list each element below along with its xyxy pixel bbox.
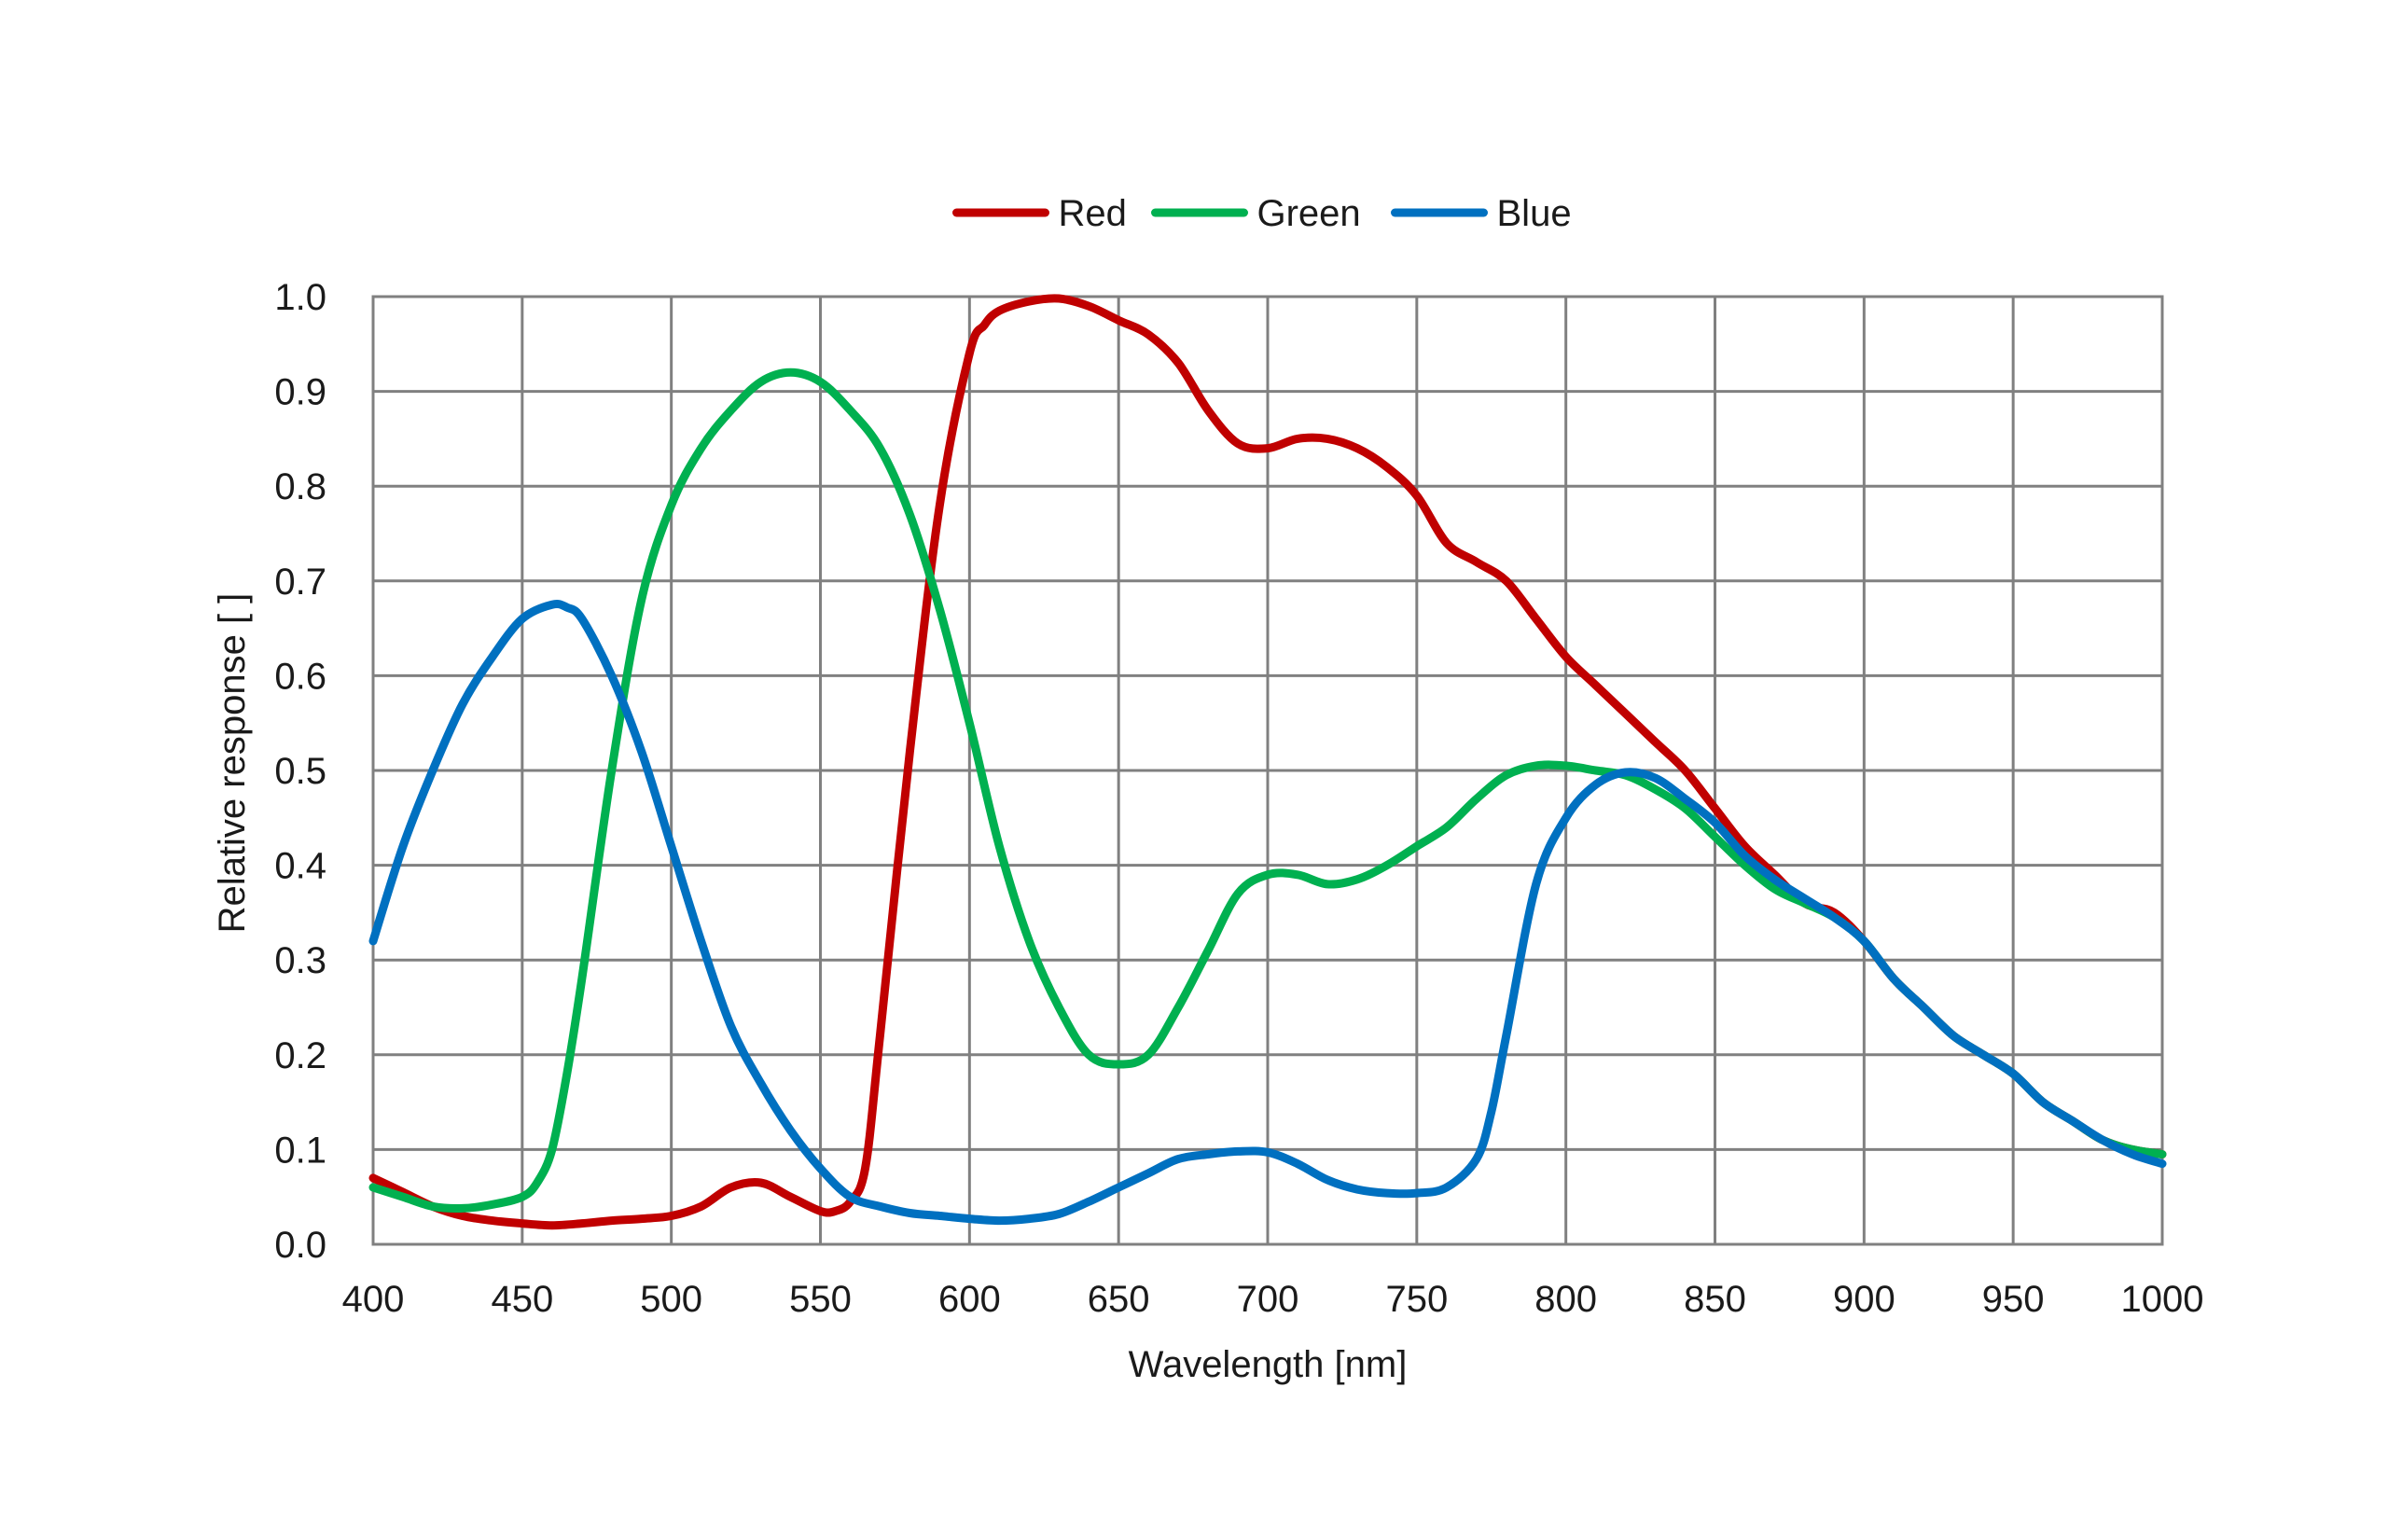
y-axis-title: Relative response [ ] [212,593,253,934]
x-tick-label: 400 [342,1279,405,1320]
x-tick-label: 450 [491,1279,553,1320]
x-tick-label: 800 [1534,1279,1597,1320]
legend-item-green: Green [1151,193,1361,234]
y-tick-label: 0.5 [274,751,326,792]
series-lines [368,294,2167,1230]
y-tick-label: 0.8 [274,466,326,507]
x-tick-label: 850 [1684,1279,1746,1320]
y-tick-label: 0.7 [274,562,326,603]
x-tick-label: 750 [1385,1279,1448,1320]
legend-item-blue: Blue [1391,193,1572,234]
x-tick-label: 1000 [2121,1279,2204,1320]
y-tick-label: 1.0 [274,277,326,318]
x-tick-label: 650 [1088,1279,1150,1320]
x-tick-label: 700 [1237,1279,1299,1320]
y-tick-label: 0.3 [274,940,326,981]
x-tick-label: 550 [789,1279,852,1320]
y-tick-label: 0.1 [274,1130,326,1171]
y-tick-label: 0.9 [274,372,326,413]
y-tick-label: 0.6 [274,656,326,697]
y-tick-label: 0.2 [274,1035,326,1076]
axis-tick-labels: 400 450 500 550 600 650 700 750 800 850 900 950 1000… [274,277,2203,1320]
y-tick-label: 0.0 [274,1225,326,1266]
legend-label: Green [1257,193,1361,234]
x-tick-label: 600 [938,1279,1001,1320]
x-tick-label: 500 [640,1279,702,1320]
x-axis-title: Wavelength [nm] [1129,1344,1408,1385]
plot-area-border [371,295,2164,1246]
legend: Red Green Blue [952,193,1572,234]
y-tick-label: 0.4 [274,846,326,887]
x-tick-label: 900 [1833,1279,1895,1320]
legend-item-red: Red [952,193,1127,234]
legend-label: Blue [1497,193,1572,234]
legend-label: Red [1059,193,1127,234]
x-tick-label: 950 [1982,1279,2045,1320]
series-line-blue [368,599,2167,1226]
